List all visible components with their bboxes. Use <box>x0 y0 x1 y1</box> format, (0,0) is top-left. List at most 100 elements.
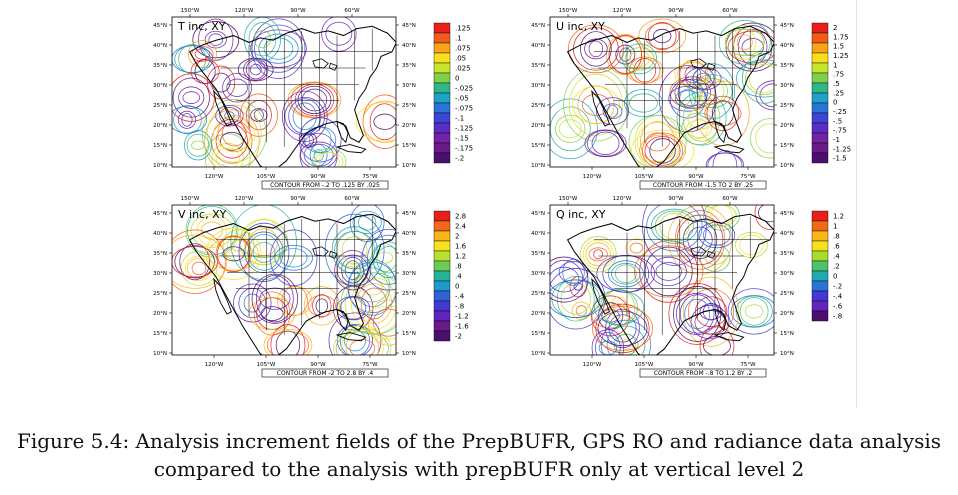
bottom-lon-label: 105°W <box>635 174 654 180</box>
contour-line <box>237 57 274 82</box>
bottom-lon-label: 105°W <box>635 362 654 368</box>
contour-line <box>281 90 328 142</box>
bottom-lon-label: 120°W <box>583 362 602 368</box>
contour-line <box>609 296 629 319</box>
left-lat-label: 40°N <box>153 231 167 237</box>
florida-outline <box>714 120 727 144</box>
panel-title: T inc, XY <box>177 20 226 33</box>
contour-line <box>696 72 712 85</box>
contour-line <box>179 243 211 281</box>
contour-line <box>597 310 648 347</box>
panel-u-increment: U inc, XY 150°W 120°W 90°W 60°W 120°W 105°W 90°… <box>512 7 872 190</box>
contour-line <box>675 90 701 108</box>
contour-line <box>602 103 623 120</box>
right-lat-label: 10°N <box>402 351 416 357</box>
left-lat-label: 35°N <box>531 63 545 69</box>
contour-line <box>328 312 382 355</box>
contour-line <box>290 82 339 118</box>
colorbar-swatch <box>433 92 451 104</box>
contour-line <box>367 299 396 346</box>
right-lat-label: 40°N <box>780 231 794 237</box>
contour-line <box>610 263 641 285</box>
contour-line <box>325 21 353 46</box>
contour-line <box>682 95 721 142</box>
left-lat-label: 45°N <box>531 211 545 217</box>
contour-line <box>571 301 591 321</box>
colorbar-label: 2 <box>455 232 459 240</box>
bottom-lon-label: 120°W <box>583 174 602 180</box>
contour-line <box>755 123 774 154</box>
contour-line <box>172 234 228 289</box>
contour-line <box>208 33 224 46</box>
contour-line <box>274 244 313 271</box>
contour-line <box>213 117 256 151</box>
contour-line <box>584 129 627 158</box>
contour-line <box>738 29 768 66</box>
colorbar-label: -.15 <box>455 134 469 142</box>
contour-line <box>730 295 774 328</box>
great-lakes <box>690 58 716 71</box>
contour-line <box>303 143 334 167</box>
right-lat-label: 35°N <box>402 63 416 69</box>
contour-line <box>336 324 374 355</box>
contour-line <box>238 222 290 282</box>
left-lat-label: 45°N <box>153 211 167 217</box>
contour-line <box>269 229 318 287</box>
map-t: T inc, XY 150°W 120°W 90°W 60°W 120°W 105°W 90°… <box>153 8 473 190</box>
colorbar-swatch <box>433 112 451 124</box>
contour-line <box>572 85 620 124</box>
contour-line <box>644 136 681 166</box>
contour-line <box>361 228 396 291</box>
left-lat-label: 15°N <box>531 143 545 149</box>
contour-line <box>706 95 740 132</box>
contour-line <box>259 287 291 310</box>
top-lon-label: 90°W <box>668 8 684 14</box>
contour-line <box>624 47 655 71</box>
colorbar-swatch <box>811 230 829 242</box>
colorbar-label: -.25 <box>833 108 847 116</box>
contour-line <box>249 228 279 257</box>
caribbean-outline <box>713 332 745 342</box>
colorbar-swatch <box>811 92 829 104</box>
contour-line <box>644 246 693 297</box>
contour-line <box>735 295 773 328</box>
contour-line <box>755 80 774 111</box>
colorbar-label: .2 <box>833 262 840 270</box>
contour-line <box>339 324 371 355</box>
map-q: Q inc, XY 150°W 120°W 90°W 60°W 120°W 105°W 90°… <box>531 196 844 378</box>
contour-line <box>340 296 367 320</box>
right-lat-label: 15°N <box>780 143 794 149</box>
right-lat-label: 25°N <box>402 103 416 109</box>
right-lat-label: 35°N <box>780 63 794 69</box>
colorbar-label: -.2 <box>455 154 464 162</box>
colorbar-label: -.75 <box>833 127 847 135</box>
contour-line <box>244 218 284 266</box>
colorbar-label: 0 <box>833 99 837 107</box>
colorbar-swatch <box>811 310 829 322</box>
contour-line <box>687 288 735 335</box>
right-lat-label: 15°N <box>780 331 794 337</box>
bottom-lon-label: 105°W <box>257 362 276 368</box>
colorbar-label: .6 <box>833 242 840 250</box>
contour-line <box>376 246 396 274</box>
left-lat-label: 30°N <box>153 83 167 89</box>
contour-line <box>292 102 317 131</box>
contour-line <box>172 77 210 118</box>
contour-line <box>725 24 764 60</box>
colorbar-swatch <box>433 42 451 54</box>
contour-line <box>581 93 611 116</box>
colorbar-label: -1.6 <box>455 322 469 330</box>
contour-line <box>224 111 235 121</box>
contour-line <box>699 326 735 355</box>
contour-line <box>685 66 722 91</box>
colorbar-label: .8 <box>833 232 840 240</box>
right-lat-label: 10°N <box>780 351 794 357</box>
contour-line <box>600 319 652 355</box>
top-lon-label: 90°W <box>668 196 684 202</box>
colorbar-swatch <box>811 122 829 134</box>
colorbar-label: .025 <box>455 64 471 72</box>
florida-outline <box>336 308 349 332</box>
contour-line <box>630 129 695 167</box>
colorbar-swatch <box>811 72 829 84</box>
contour-line <box>333 328 392 355</box>
